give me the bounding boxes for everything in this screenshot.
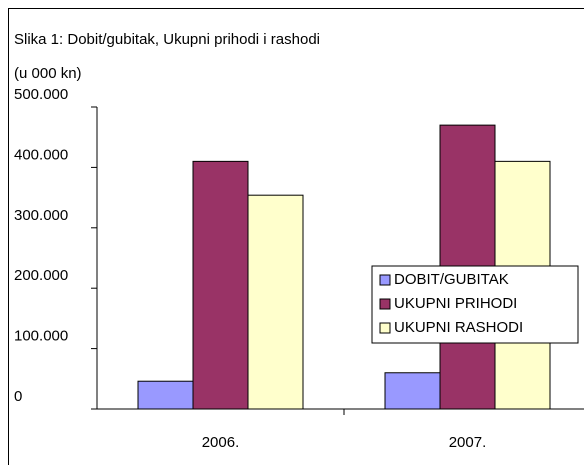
legend-swatch — [379, 322, 391, 334]
bar — [137, 380, 194, 410]
y-tick-label: 400.000 — [14, 146, 68, 163]
legend-swatch — [379, 274, 391, 286]
x-tick-label: 2007. — [449, 434, 487, 451]
legend-label: UKUPNI RASHODI — [394, 319, 523, 336]
y-tick-label: 0 — [14, 388, 22, 405]
y-tick-label: 200.000 — [14, 267, 68, 284]
chart-subtitle: (u 000 kn) — [14, 65, 82, 82]
y-tick-label: 300.000 — [14, 207, 68, 224]
bar — [247, 194, 304, 410]
y-tick-label: 100.000 — [14, 328, 68, 345]
legend-swatch — [379, 298, 391, 310]
legend-label: DOBIT/GUBITAK — [394, 271, 509, 288]
x-tick-label: 2006. — [202, 434, 240, 451]
bar — [384, 372, 441, 410]
bar — [192, 160, 249, 410]
y-tick-label: 500.000 — [14, 86, 68, 103]
legend-label: UKUPNI PRIHODI — [394, 295, 517, 312]
chart-title: Slika 1: Dobit/gubitak, Ukupni prihodi i… — [14, 31, 320, 48]
legend-box — [371, 265, 579, 344]
